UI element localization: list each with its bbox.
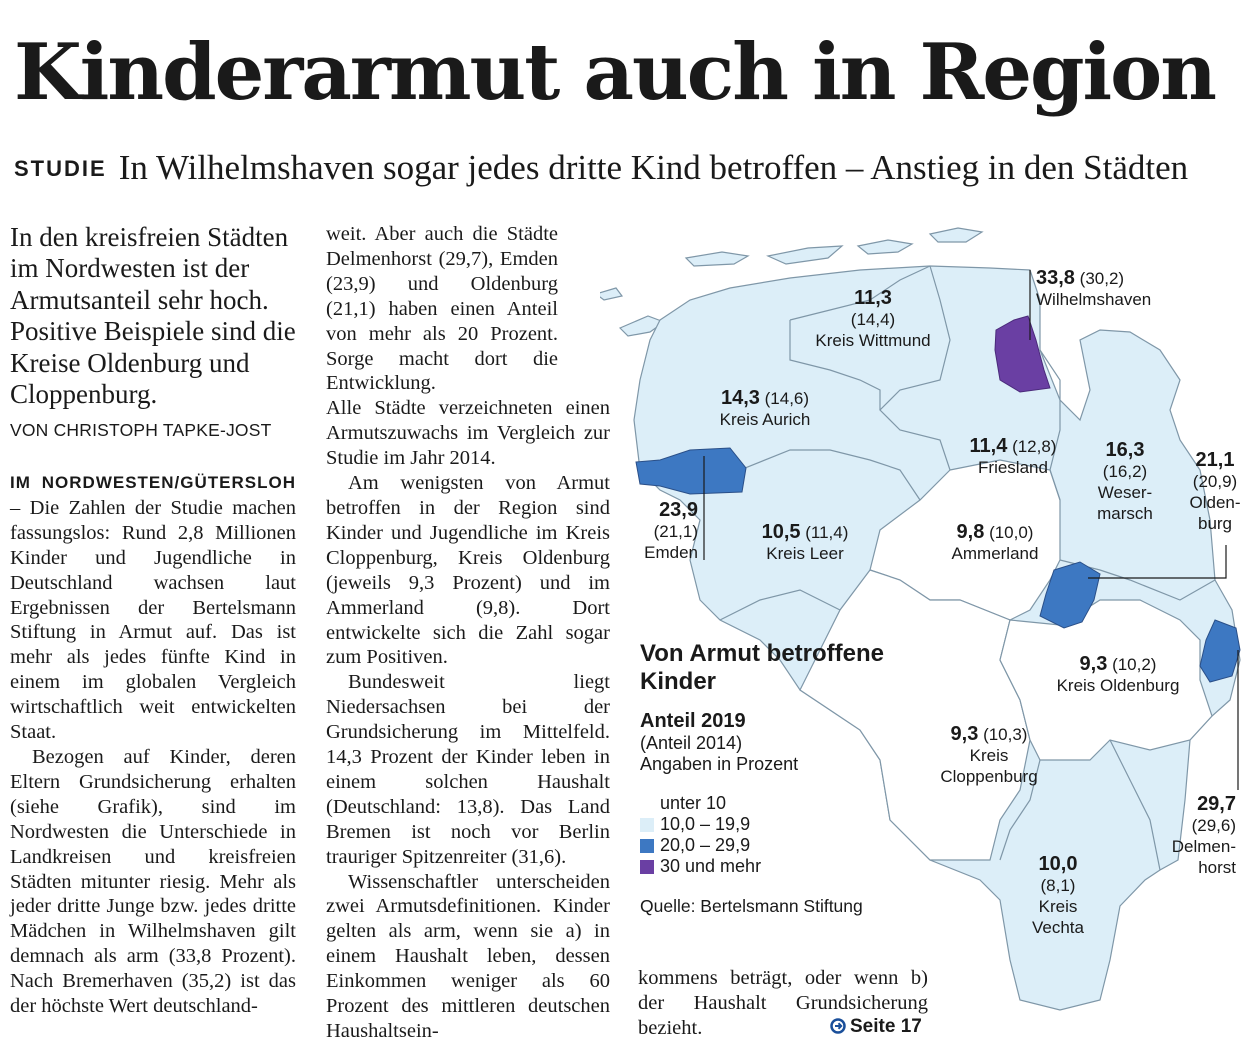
article-paragraph-6: Bundesweit liegt Niedersachsen bei der G… bbox=[326, 671, 610, 868]
legend-label: 30 und mehr bbox=[660, 856, 762, 876]
subheadline: STUDIE In Wilhelmshaven sogar jedes dritt… bbox=[14, 145, 1244, 192]
label-vechta: 10,0 (8,1) Kreis Vechta bbox=[1032, 853, 1084, 938]
label-kreis-oldenburg: 9,3 (10,2) Kreis Oldenburg bbox=[1056, 653, 1180, 696]
article-column-3: kommens beträgt, oder wenn b) der Hausha… bbox=[638, 966, 928, 1041]
label-wittmund: 11,3 (14,4) Kreis Wittmund bbox=[815, 287, 931, 351]
article-paragraph-7: Wissenschaftler unterscheiden zwei Armut… bbox=[326, 870, 610, 1042]
graphic-subtitle-2: (Anteil 2014) bbox=[640, 733, 743, 753]
legend-swatch bbox=[640, 817, 654, 832]
label-ammerland: 9,8 (10,0) Ammerland bbox=[951, 521, 1039, 564]
map-legend: Von Armut betroffene Kinder Anteil 2019 … bbox=[640, 640, 900, 877]
region-kreis-oldenburg bbox=[999, 599, 1213, 761]
leader-oldenburg bbox=[1088, 545, 1227, 579]
legend-item: 10,0 – 19,9 bbox=[640, 814, 900, 835]
article-paragraph-1: IM NORDWESTEN/GÜTERSLOH – Die Zahlen der… bbox=[10, 473, 297, 744]
headline: Kinderarmut auch in Region bbox=[14, 27, 1217, 118]
label-oldenburg-city: 21,1 (20,9) Olden- burg bbox=[1189, 449, 1241, 534]
island bbox=[856, 239, 914, 255]
graphic-title: Von Armut betroffene Kinder bbox=[640, 640, 884, 695]
border-leer-clop bbox=[719, 589, 841, 621]
article-column-2: weit. Aber auch die Städte Delmenhorst (… bbox=[326, 222, 610, 1044]
byline: VON CHRISTOPH TAPKE-JOST bbox=[10, 420, 272, 440]
article-paragraph-8: kommens beträgt, oder wenn b) der Hausha… bbox=[638, 967, 928, 1039]
legend-swatch bbox=[640, 859, 654, 874]
more-link[interactable]: Seite 17 bbox=[830, 1016, 922, 1038]
border-aurich-friesland bbox=[879, 265, 951, 471]
label-friesland: 11,4 (12,8) Friesland bbox=[969, 435, 1057, 478]
paragraph-1-text: Die Zahlen der Studie machen fassungslos… bbox=[10, 496, 297, 744]
article-paragraph-3: weit. Aber auch die Städte Delmenhorst (… bbox=[326, 223, 558, 395]
label-delmenhorst: 29,7 (29,6) Delmen- horst bbox=[1171, 793, 1236, 878]
subhead-kicker: STUDIE bbox=[14, 156, 107, 181]
legend-label: unter 10 bbox=[660, 793, 727, 813]
border-friesland-wesermarsch bbox=[1039, 349, 1061, 501]
island bbox=[684, 251, 750, 267]
label-wilhelmshaven: 33,8 (30,2) Wilhelmshaven bbox=[1036, 267, 1152, 310]
arrow-right-circle-icon bbox=[830, 1018, 846, 1034]
island bbox=[600, 287, 624, 301]
legend-label: 20,0 – 29,9 bbox=[660, 835, 751, 855]
region-emden bbox=[635, 447, 747, 495]
label-wesermarsch: 16,3 (16,2) Weser- marsch bbox=[1097, 439, 1153, 524]
border-wittmund bbox=[789, 265, 931, 410]
legend-item: 30 und mehr bbox=[640, 856, 900, 877]
graphic-source: Quelle: Bertelsmann Stiftung bbox=[640, 896, 863, 916]
island bbox=[928, 227, 984, 243]
article-paragraph-4: Alle Städte verzeichneten einen Armutszu… bbox=[326, 397, 610, 470]
legend-label: 10,0 – 19,9 bbox=[660, 814, 751, 834]
region-wilhelmshaven bbox=[994, 315, 1051, 393]
region-cloppenburg bbox=[799, 569, 1031, 861]
article-paragraph-2: Bezogen auf Kinder, deren Eltern Grundsi… bbox=[10, 745, 296, 1018]
article-column-1: IM NORDWESTEN/GÜTERSLOH – Die Zahlen der… bbox=[10, 470, 296, 1019]
region-delmenhorst bbox=[1199, 619, 1241, 683]
region-oldenburg-city bbox=[1039, 561, 1101, 629]
island bbox=[766, 245, 844, 265]
label-aurich: 14,3 (14,6) Kreis Aurich bbox=[719, 387, 811, 430]
legend-item: unter 10 bbox=[640, 793, 900, 814]
legend-item: 20,0 – 29,9 bbox=[640, 835, 900, 856]
graphic-subtitle: Anteil 2019 bbox=[640, 710, 746, 732]
graphic-subtitle-3: Angaben in Prozent bbox=[640, 754, 799, 774]
more-link-label: Seite 17 bbox=[850, 1016, 922, 1037]
subhead-text: In Wilhelmshaven sogar jedes dritte Kind… bbox=[118, 148, 1189, 187]
legend-swatch bbox=[640, 838, 654, 853]
region-map bbox=[600, 227, 1241, 1011]
teaser: In den kreisfreien Städten im Nordwesten… bbox=[10, 222, 296, 410]
dateline: IM NORDWESTEN/GÜTERSLOH bbox=[10, 473, 296, 492]
label-leer: 10,5 (11,4) Kreis Leer bbox=[761, 521, 849, 564]
label-emden: 23,9 (21,1) Emden bbox=[644, 499, 698, 563]
article-paragraph-5: Am wenigsten von Armut betroffen in der … bbox=[326, 472, 610, 669]
border-vechta bbox=[999, 739, 1161, 871]
label-cloppenburg: 9,3 (10,3) Kreis Cloppenburg bbox=[940, 723, 1038, 787]
legend-swatch bbox=[640, 796, 654, 811]
